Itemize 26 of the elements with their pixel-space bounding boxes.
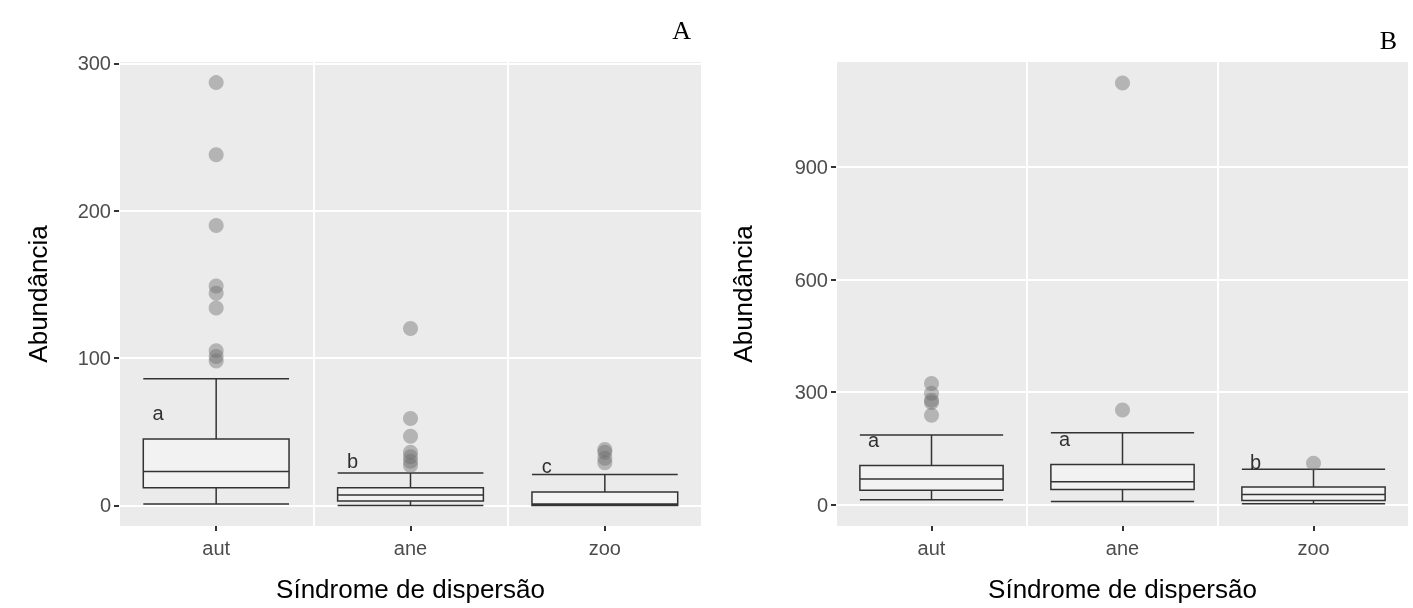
y-tick-label: 100 [77, 347, 111, 370]
chart-title: A [672, 15, 692, 45]
y-tick-label: 0 [816, 493, 828, 516]
annotation: a [152, 401, 165, 424]
annotation: b [346, 450, 359, 473]
y-tick-label: 900 [794, 155, 828, 178]
y-axis-title: Abundância [728, 224, 758, 363]
chart-title: B [1379, 25, 1397, 55]
x-tick-label: ane [393, 537, 428, 559]
y-tick-label: 200 [77, 199, 111, 222]
x-tick-label: zoo [1297, 537, 1330, 559]
annotation: c [541, 454, 552, 477]
y-tick-label: 600 [794, 268, 828, 291]
x-tick-label: aut [202, 537, 231, 559]
x-tick-label: zoo [588, 537, 621, 559]
y-axis-title: Abundância [23, 224, 53, 363]
annotation: a [1058, 428, 1071, 451]
x-tick-label: ane [1105, 537, 1140, 559]
x-tick-label: aut [917, 537, 946, 559]
x-axis-title: Síndrome de dispersão [988, 574, 1257, 604]
annotation: b [1249, 450, 1262, 473]
y-tick-label: 0 [99, 494, 111, 517]
y-tick-label: 300 [77, 52, 111, 75]
annotation: a [867, 429, 880, 452]
y-tick-label: 300 [794, 381, 828, 404]
x-axis-title: Síndrome de dispersão [276, 574, 545, 604]
